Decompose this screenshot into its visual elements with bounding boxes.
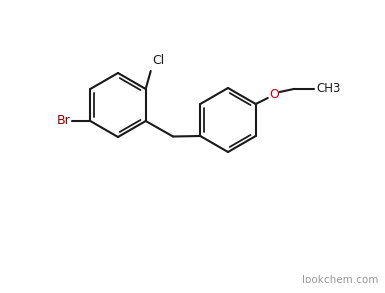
Text: Br: Br: [57, 115, 70, 127]
Text: lookchem.com: lookchem.com: [301, 275, 378, 285]
Text: O: O: [269, 88, 279, 100]
Text: CH3: CH3: [317, 83, 341, 96]
Text: Cl: Cl: [153, 54, 165, 67]
